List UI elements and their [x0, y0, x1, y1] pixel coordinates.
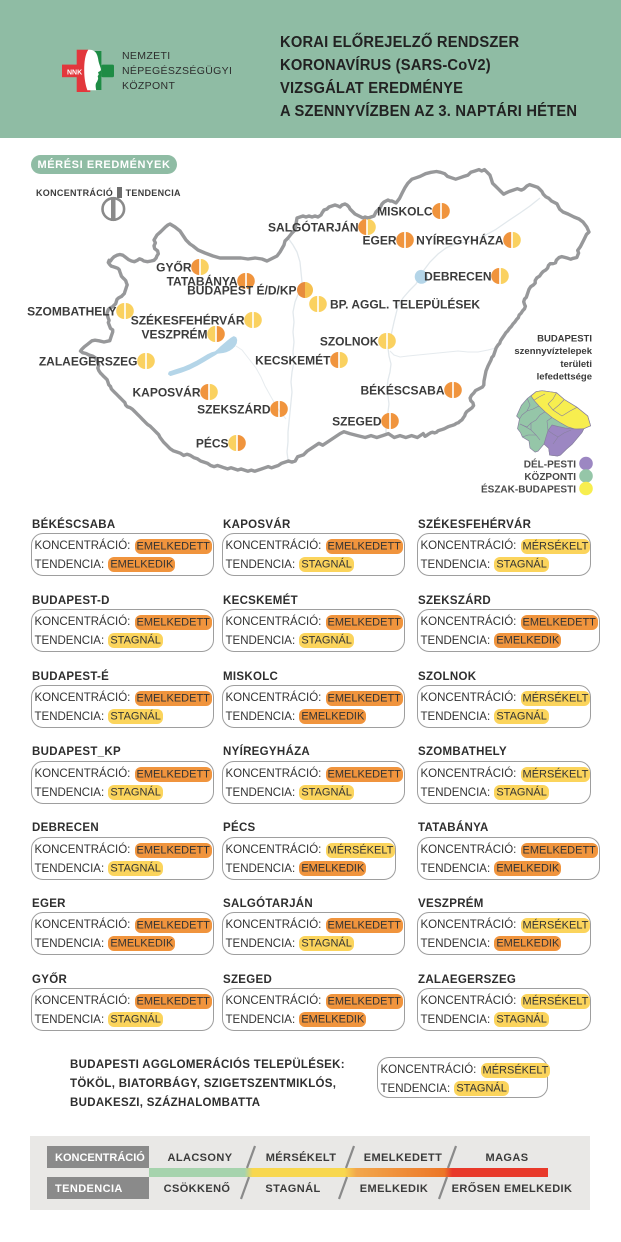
svg-text:BP. AGGL. TELEPÜLÉSEK: BP. AGGL. TELEPÜLÉSEK: [330, 297, 480, 312]
svg-text:BUDAPEST É/D/KP: BUDAPEST É/D/KP: [187, 283, 296, 298]
svg-text:SALGÓTARJÁN: SALGÓTARJÁN: [268, 220, 358, 235]
svg-text:SZEGED: SZEGED: [332, 415, 382, 429]
svg-text:NYÍREGYHÁZA: NYÍREGYHÁZA: [416, 233, 504, 248]
svg-text:SZEKSZÁRD: SZEKSZÁRD: [197, 402, 271, 417]
svg-text:KONCENTRÁCIÓ: KONCENTRÁCIÓ: [55, 1151, 145, 1164]
svg-text:KAPOSVÁR: KAPOSVÁR: [132, 385, 200, 400]
svg-text:ALACSONY: ALACSONY: [168, 1152, 233, 1164]
svg-text:KECSKEMÉT: KECSKEMÉT: [255, 353, 331, 368]
svg-text:DEBRECEN: DEBRECEN: [424, 270, 491, 284]
svg-text:KÖZPONTI: KÖZPONTI: [524, 470, 576, 483]
svg-text:MÉRSÉKELT: MÉRSÉKELT: [266, 1151, 337, 1164]
svg-text:EGER: EGER: [362, 234, 396, 248]
svg-text:lefedettsége: lefedettsége: [537, 372, 592, 383]
svg-text:TENDENCIA: TENDENCIA: [55, 1183, 123, 1195]
svg-text:NNK: NNK: [67, 69, 82, 76]
svg-text:EMELKEDETT: EMELKEDETT: [364, 1152, 443, 1164]
svg-text:TATABÁNYA: TATABÁNYA: [167, 274, 238, 289]
svg-text:VESZPRÉM: VESZPRÉM: [141, 327, 207, 342]
svg-text:CSÖKKENŐ: CSÖKKENŐ: [164, 1182, 231, 1195]
svg-text:BÉKÉSCSABA: BÉKÉSCSABA: [360, 383, 444, 398]
svg-text:MISKOLC: MISKOLC: [377, 205, 433, 219]
svg-text:BUDAPESTI: BUDAPESTI: [537, 334, 592, 345]
svg-text:területi: területi: [560, 359, 592, 370]
svg-text:ERŐSEN EMELKEDIK: ERŐSEN EMELKEDIK: [452, 1182, 573, 1195]
svg-text:DÉL-PESTI: DÉL-PESTI: [524, 458, 576, 471]
svg-text:ÉSZAK-BUDAPESTI: ÉSZAK-BUDAPESTI: [481, 483, 576, 496]
svg-text:ZALAEGERSZEG: ZALAEGERSZEG: [39, 355, 138, 369]
svg-text:SZOLNOK: SZOLNOK: [320, 335, 379, 349]
svg-text:STAGNÁL: STAGNÁL: [265, 1182, 320, 1195]
svg-text:SZÉKESFEHÉRVÁR: SZÉKESFEHÉRVÁR: [131, 313, 245, 328]
svg-text:szennyvíztelepek: szennyvíztelepek: [514, 346, 592, 357]
svg-text:GYŐR: GYŐR: [156, 260, 192, 275]
svg-text:SZOMBATHELY: SZOMBATHELY: [27, 305, 116, 319]
svg-text:PÉCS: PÉCS: [196, 436, 229, 451]
svg-text:MAGAS: MAGAS: [486, 1152, 529, 1164]
svg-text:EMELKEDIK: EMELKEDIK: [360, 1183, 428, 1195]
